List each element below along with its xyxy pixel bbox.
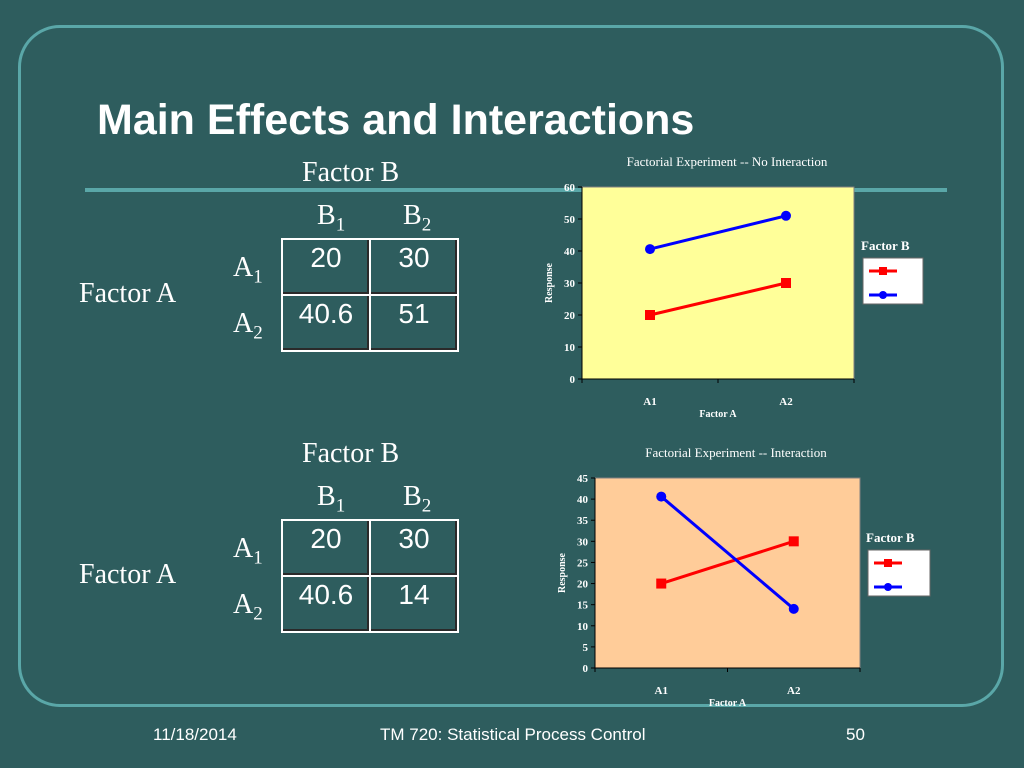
level-a1-label-1: A1 — [233, 252, 263, 288]
x-axis-label: Factor A — [709, 698, 747, 709]
level-b2-label-1: B2 — [403, 200, 432, 236]
legend-title: Factor B — [861, 238, 910, 253]
legend-title: Factor B — [866, 530, 915, 545]
level-b1-label-1: B1 — [317, 200, 346, 236]
legend-marker-b1 — [884, 559, 892, 567]
x-tick-label: A2 — [787, 685, 801, 697]
table-cell-a1-b1: 20 — [281, 519, 371, 577]
data-point-b2 — [781, 210, 791, 221]
chart-interaction: Factorial Experiment -- Interaction 0 5 10 1… — [557, 445, 931, 709]
x-tick-label: A2 — [779, 396, 793, 408]
factor-b-label-2: Factor B — [302, 438, 400, 469]
legend-label-b1: B1 — [906, 558, 919, 570]
data-point-b2 — [645, 244, 655, 255]
factor-b-label-1: Factor B — [302, 157, 400, 188]
y-tick-label: 0 — [570, 374, 576, 386]
table-cell-a2-b2: 14 — [369, 575, 459, 633]
x-tick-label: A1 — [643, 396, 656, 408]
footer-page-number: 50 — [846, 725, 865, 744]
series-line-b1 — [660, 539, 795, 585]
y-tick-label: 30 — [577, 536, 589, 548]
x-axis-label: Factor A — [699, 409, 737, 420]
data-point-b1 — [645, 310, 655, 320]
y-tick-label: 40 — [564, 246, 576, 258]
data-table-no-interaction: 20 30 40.6 51 — [281, 238, 459, 352]
data-table-interaction: 20 30 40.6 14 — [281, 519, 459, 633]
table-cell-a2-b1: 40.6 — [281, 575, 371, 633]
legend-marker-b2 — [879, 291, 887, 299]
slide-frame — [18, 25, 1004, 707]
chart-title: Factorial Experiment -- No Interaction — [627, 154, 828, 169]
legend-label-b2: B2 — [906, 582, 919, 594]
plot-area — [581, 186, 855, 380]
table-cell-a2-b1: 40.6 — [281, 294, 371, 352]
chart-title: Factorial Experiment -- Interaction — [645, 445, 827, 460]
y-tick-label: 10 — [577, 621, 589, 633]
level-b2-label-2: B2 — [403, 481, 432, 517]
legend-marker-b1 — [879, 267, 887, 275]
y-tick-label: 60 — [564, 182, 576, 194]
table-row: 40.6 14 — [281, 575, 459, 633]
y-tick-label: 35 — [577, 515, 589, 527]
slide-title: Main Effects and Interactions — [97, 96, 695, 144]
chart-no-interaction: Factorial Experiment -- No Interaction 0 1… — [544, 154, 924, 420]
plot-area — [594, 477, 861, 669]
y-tick-label: 30 — [564, 278, 576, 290]
data-point-b1 — [656, 578, 667, 589]
footer-course-title: TM 720: Statistical Process Control — [380, 725, 646, 744]
y-tick-label: 45 — [577, 473, 589, 485]
title-divider — [85, 188, 947, 192]
series-line-b1 — [649, 281, 787, 317]
table-cell-a2-b2: 51 — [369, 294, 459, 352]
series-line-b2 — [660, 495, 795, 611]
table-row: 20 30 — [281, 519, 459, 577]
data-point-b1 — [781, 278, 791, 288]
table-row: 20 30 — [281, 238, 459, 296]
y-tick-label: 20 — [564, 310, 576, 322]
factor-a-label-2: Factor A — [79, 559, 177, 590]
legend-label-b2: B2 — [901, 290, 914, 302]
table-row: 40.6 51 — [281, 294, 459, 352]
y-axis-label: Response — [557, 552, 568, 593]
x-tick-label: A1 — [655, 685, 668, 697]
y-axis-label: Response — [544, 262, 555, 303]
y-tick-label: 10 — [564, 342, 576, 354]
factor-a-label-1: Factor A — [79, 278, 177, 309]
level-b1-label-2: B1 — [317, 481, 346, 517]
y-tick-label: 50 — [564, 214, 576, 226]
legend-box — [862, 257, 924, 305]
table-cell-a1-b1: 20 — [281, 238, 371, 296]
legend-box — [867, 549, 931, 597]
data-point-b2 — [788, 603, 799, 614]
series-line-b2 — [649, 214, 787, 251]
data-point-b1 — [788, 536, 799, 547]
level-a2-label-2: A2 — [233, 589, 263, 625]
data-point-b2 — [656, 491, 667, 502]
y-tick-label: 0 — [583, 663, 589, 675]
y-tick-label: 20 — [577, 579, 589, 591]
level-a1-label-2: A1 — [233, 533, 263, 569]
table-cell-a1-b2: 30 — [369, 238, 459, 296]
table-cell-a1-b2: 30 — [369, 519, 459, 577]
footer-date: 11/18/2014 — [153, 725, 237, 744]
y-tick-label: 15 — [577, 600, 589, 612]
level-a2-label-1: A2 — [233, 308, 263, 344]
legend-marker-b2 — [884, 583, 892, 591]
y-tick-label: 25 — [577, 557, 589, 569]
y-tick-label: 40 — [577, 494, 589, 506]
legend-label-b1: B1 — [901, 266, 914, 278]
y-tick-label: 5 — [583, 642, 589, 654]
